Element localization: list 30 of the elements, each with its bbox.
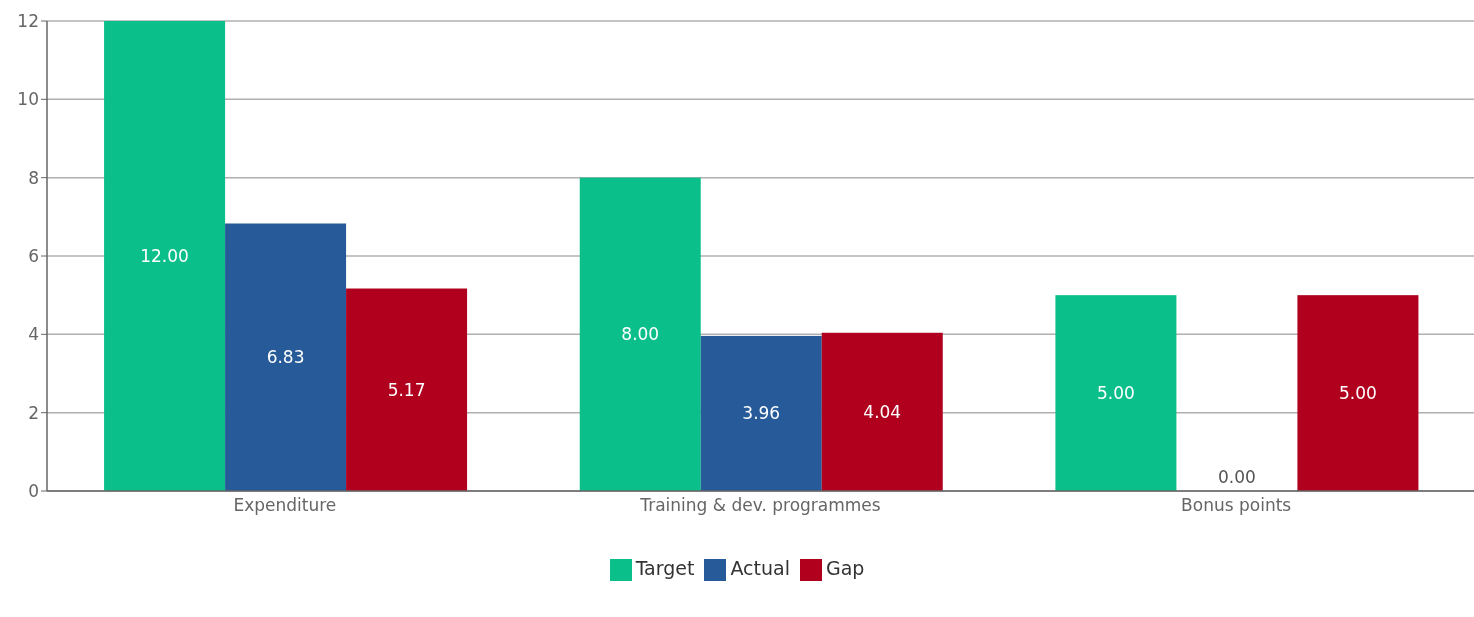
data-label: 8.00 — [621, 324, 660, 345]
bar — [1055, 295, 1177, 491]
data-label: 6.83 — [266, 347, 305, 368]
bar — [821, 332, 943, 491]
data-label: 3.96 — [742, 403, 781, 424]
legend-label: Target — [635, 557, 695, 579]
bar — [346, 288, 468, 491]
y-tick-label: 0 — [28, 481, 39, 502]
data-label: 4.04 — [863, 401, 902, 422]
y-tick-label: 8 — [28, 167, 39, 188]
x-tick-label: Training & dev. programmes — [639, 495, 881, 516]
bar — [1297, 295, 1419, 491]
y-tick-label: 10 — [17, 89, 39, 110]
data-label: 5.00 — [1338, 383, 1377, 404]
legend-label: Gap — [825, 557, 865, 579]
data-label: 5.00 — [1096, 383, 1135, 404]
y-tick-label: 6 — [28, 246, 39, 267]
data-label: 12.00 — [140, 246, 189, 266]
y-tick-label: 4 — [28, 324, 39, 345]
legend-label: Actual — [730, 557, 790, 579]
bar — [700, 335, 822, 491]
y-tick-label: 2 — [28, 402, 39, 423]
x-tick-label: Bonus points — [1181, 495, 1292, 516]
x-tick-label: Expenditure — [233, 495, 337, 516]
bar — [104, 21, 226, 491]
bar — [579, 177, 701, 491]
data-label: 0.00 — [1217, 467, 1256, 487]
bar — [225, 223, 347, 491]
data-label: 5.17 — [387, 379, 426, 400]
y-tick-label: 12 — [17, 11, 39, 32]
